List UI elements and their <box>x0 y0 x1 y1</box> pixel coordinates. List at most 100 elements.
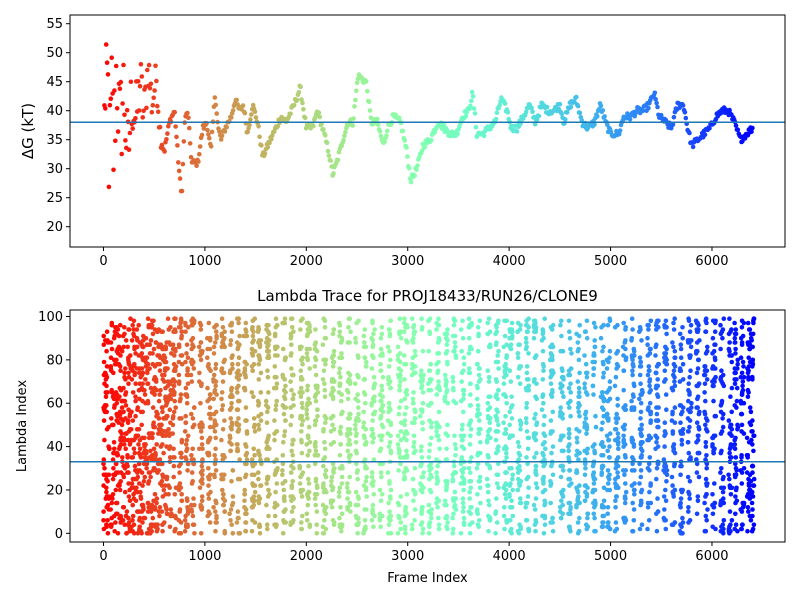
lambda-point <box>615 416 621 421</box>
delta-g-point <box>468 103 473 109</box>
lambda-point <box>478 440 483 445</box>
lambda-point <box>525 329 530 335</box>
lambda-point <box>273 403 279 408</box>
lambda-point <box>622 340 628 345</box>
lambda-point <box>299 429 304 434</box>
lambda-point <box>363 466 368 471</box>
lambda-point <box>299 450 305 456</box>
lambda-point <box>252 489 258 495</box>
lambda-point <box>372 411 377 417</box>
lambda-point <box>568 413 573 419</box>
lambda-point <box>639 387 645 393</box>
lambda-point <box>623 518 628 523</box>
lambda-point <box>305 387 310 393</box>
lambda-point <box>221 453 226 458</box>
lambda-point <box>540 392 546 397</box>
delta-g-point <box>146 62 152 68</box>
lambda-point <box>219 390 225 395</box>
lambda-point <box>190 316 196 322</box>
lambda-point <box>671 327 677 332</box>
lambda-point <box>451 348 456 354</box>
lambda-point <box>127 442 133 447</box>
lambda-point <box>647 468 652 473</box>
lambda-point <box>315 453 321 458</box>
lambda-point <box>509 466 514 471</box>
delta-g-point <box>408 179 414 185</box>
lambda-point <box>493 394 499 400</box>
lambda-point <box>426 463 432 469</box>
lambda-point <box>213 409 219 415</box>
lambda-point <box>436 383 441 389</box>
lambda-point <box>436 437 442 443</box>
lambda-point <box>637 329 642 335</box>
lambda-point <box>220 427 226 432</box>
lambda-point <box>548 500 553 506</box>
lambda-point <box>687 329 693 335</box>
lambda-point <box>139 509 145 514</box>
lambda-point <box>127 487 132 493</box>
lambda-point <box>732 331 738 337</box>
lambda-point <box>711 450 716 456</box>
lambda-point <box>726 346 732 352</box>
lambda-point <box>198 470 204 475</box>
lambda-point <box>741 431 747 436</box>
lambda-point <box>145 342 150 348</box>
delta-g-point <box>214 111 219 116</box>
delta-g-point <box>207 135 212 141</box>
lambda-point <box>258 418 264 423</box>
lambda-point <box>189 411 194 417</box>
lambda-point <box>252 453 257 458</box>
lambda-point <box>720 327 726 332</box>
lambda-point <box>487 405 493 410</box>
lambda-point <box>185 433 191 439</box>
lambda-point <box>249 457 255 462</box>
lambda-point <box>117 394 122 400</box>
lambda-point <box>420 379 425 384</box>
lambda-point <box>702 411 708 417</box>
lambda-point <box>104 348 109 354</box>
lambda-point <box>346 489 352 495</box>
lambda-point <box>518 427 523 432</box>
lambda-point <box>411 322 417 328</box>
lambda-point <box>475 461 481 467</box>
lambda-point <box>467 489 473 495</box>
lambda-point <box>436 340 441 345</box>
lambda-point <box>735 427 740 432</box>
lambda-point <box>466 466 472 471</box>
lambda-point <box>354 450 360 456</box>
lambda-point <box>526 316 531 322</box>
lambda-point <box>323 468 329 473</box>
lambda-point <box>435 505 440 510</box>
lambda-point <box>427 476 432 482</box>
lambda-point <box>740 387 746 393</box>
delta-g-point <box>735 127 741 132</box>
lambda-point <box>178 316 184 322</box>
lambda-point <box>593 424 599 430</box>
lambda-point <box>515 351 521 356</box>
lambda-point <box>466 509 472 514</box>
lambda-point <box>289 448 295 454</box>
lambda-point <box>631 518 637 523</box>
lambda-point <box>434 500 439 506</box>
lambda-point <box>600 440 605 445</box>
lambda-point <box>191 359 196 365</box>
lambda-point <box>143 377 148 382</box>
lambda-point <box>632 492 637 497</box>
lambda-point <box>307 329 313 335</box>
lambda-point <box>478 450 483 456</box>
lambda-point <box>688 368 693 374</box>
lambda-point <box>460 437 465 443</box>
lambda-point <box>733 500 738 506</box>
lambda-point <box>732 370 737 376</box>
lambda-point <box>638 359 644 365</box>
lambda-point <box>377 392 383 397</box>
lambda-point <box>161 353 167 358</box>
lambda-point <box>686 520 691 525</box>
delta-g-point <box>176 160 181 165</box>
delta-g-point <box>445 129 450 135</box>
lambda-point <box>504 450 509 456</box>
lambda-point <box>584 431 589 436</box>
lambda-point <box>313 327 318 332</box>
lambda-point <box>466 422 472 428</box>
lambda-point <box>697 409 702 415</box>
